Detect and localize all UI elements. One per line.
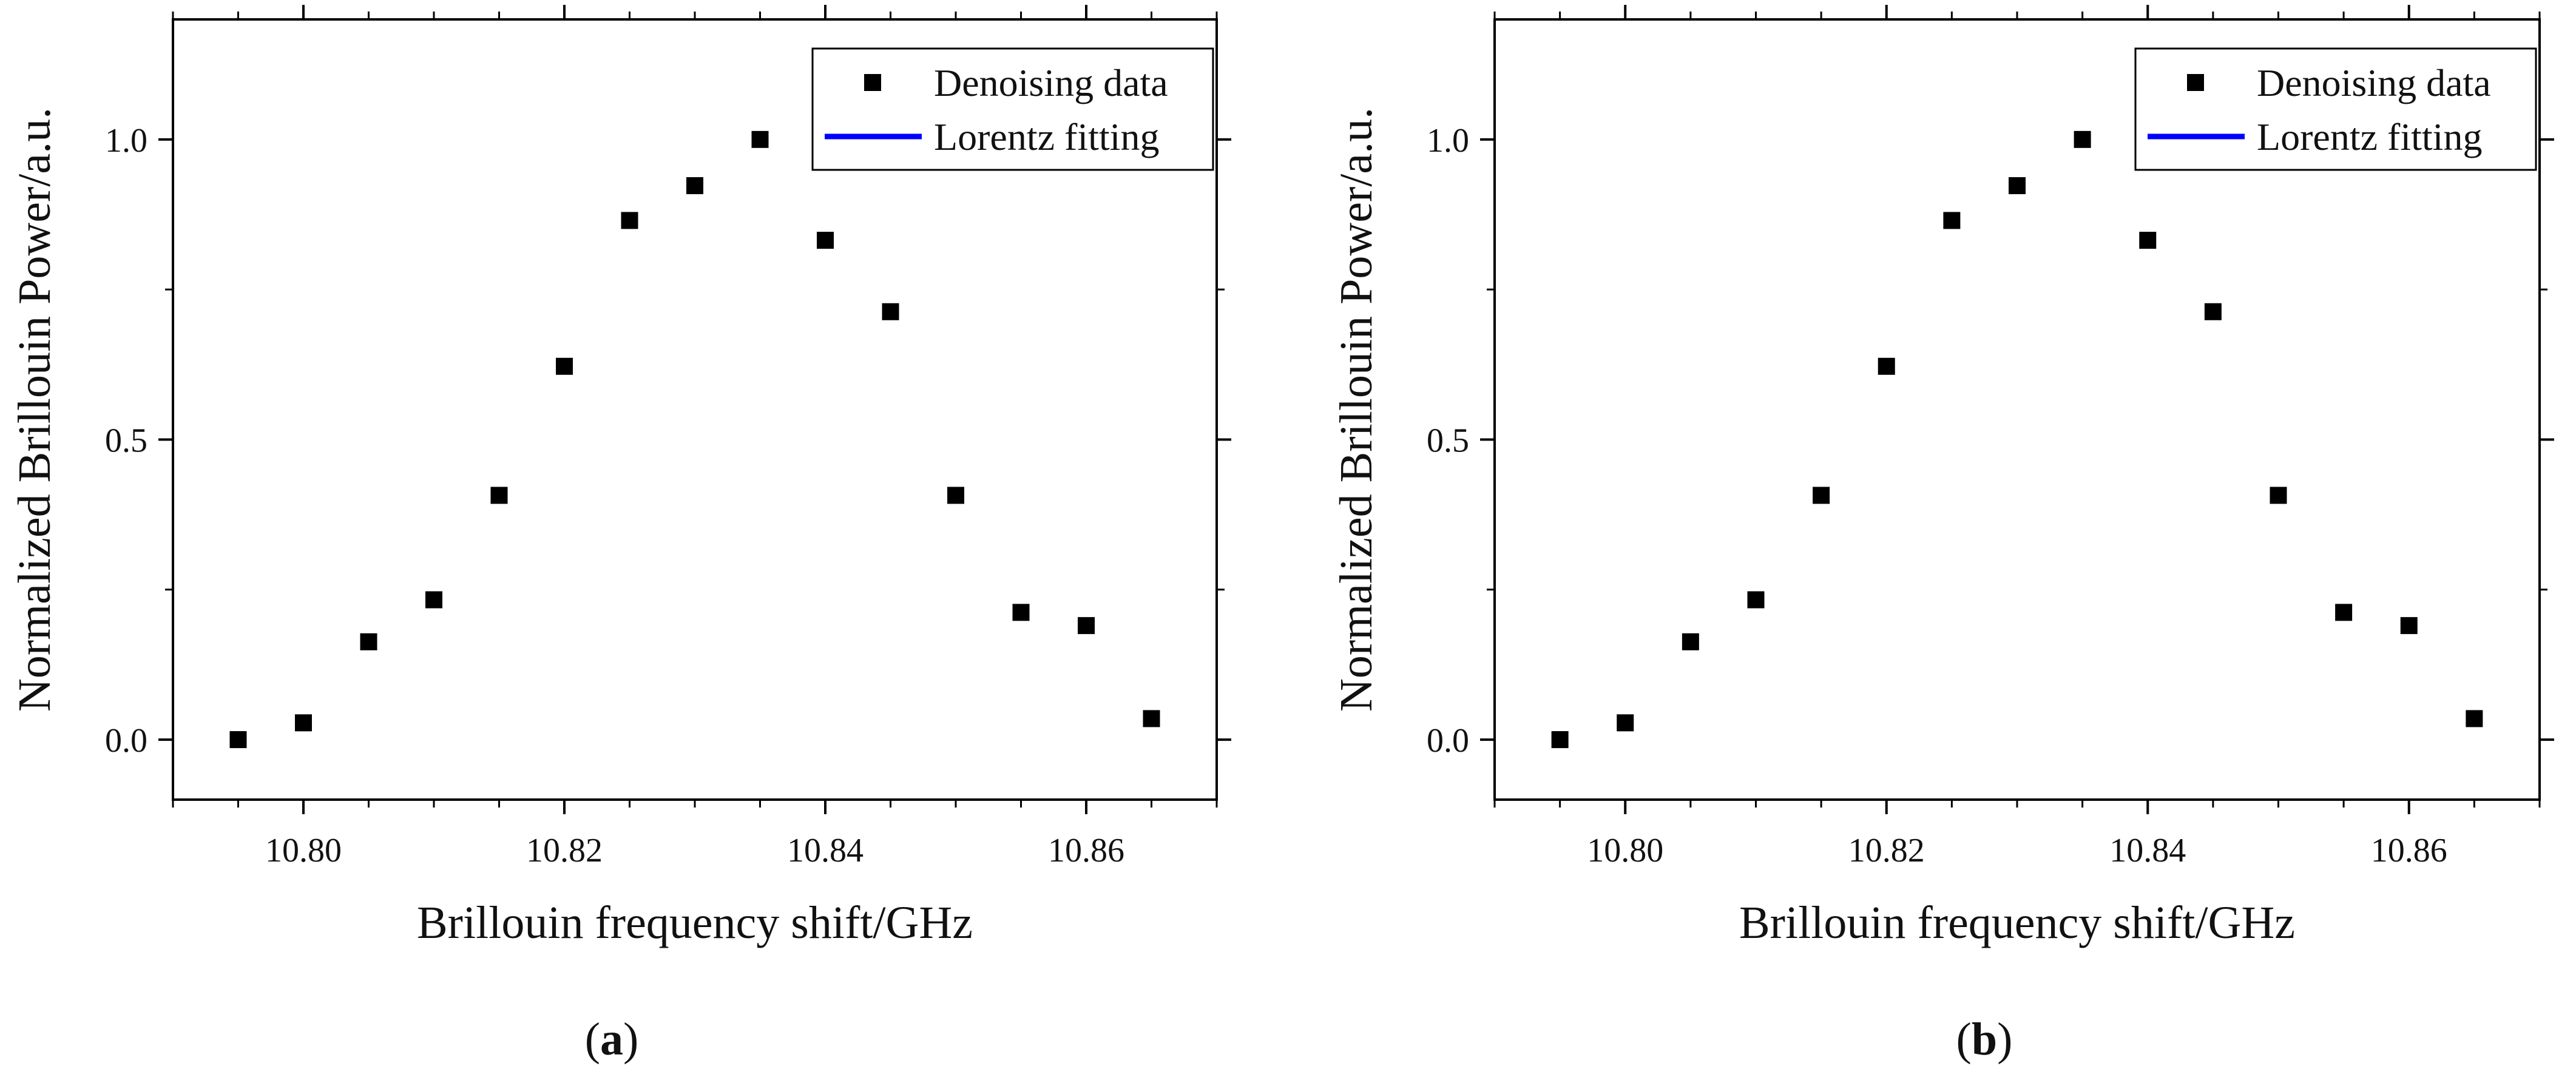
x-tick-label: 10.86: [1048, 832, 1124, 869]
x-tick-label: 10.80: [265, 832, 342, 869]
legend-box: [811, 47, 1214, 171]
data-point: [229, 731, 247, 749]
x-tick-label: 10.84: [787, 832, 864, 869]
legend-label-lorentz-fitting: Lorentz fitting: [934, 115, 1159, 158]
data-point: [2270, 487, 2287, 504]
data-point: [295, 714, 312, 732]
data-point: [1012, 604, 1030, 621]
legend-label-denoising-data: Denoising data: [934, 61, 1168, 104]
y-axis-label: Normalized Brillouin Power/a.u.: [1331, 107, 1382, 712]
data-point: [2204, 303, 2222, 320]
x-tick-label: 10.82: [526, 832, 603, 869]
legend-marker-denoising-data: [864, 74, 881, 91]
data-point: [751, 130, 769, 148]
legend-marker-denoising-data: [2187, 74, 2204, 91]
data-point: [2335, 604, 2353, 621]
y-tick-label: 0.0: [105, 722, 147, 760]
data-point: [1078, 617, 1095, 635]
legend-label-denoising-data: Denoising data: [2257, 61, 2491, 104]
data-point: [882, 303, 899, 320]
data-point: [556, 357, 573, 375]
data-point: [1551, 731, 1569, 749]
y-tick-label: 1.0: [105, 122, 147, 160]
panel-caption: (b): [1956, 1014, 2013, 1065]
data-point: [2466, 710, 2483, 727]
panel-a: 10.80 10.82 10.84 10.86 0.0 0.5 1.0 Brillouin f…: [9, 5, 1231, 1065]
panel-b: 10.80 10.82 10.84 10.86 0.0 0.5 1.0 Brillouin f…: [1331, 5, 2554, 1065]
data-point: [1143, 710, 1160, 727]
y-tick-label: 0.0: [1427, 722, 1469, 760]
data-point: [425, 591, 442, 609]
data-point: [490, 487, 508, 504]
data-point: [360, 633, 377, 650]
y-tick-label: 1.0: [1427, 122, 1469, 160]
y-axis-label: Normalized Brillouin Power/a.u.: [9, 107, 60, 712]
data-point: [1943, 212, 1961, 229]
y-tick-label: 0.5: [1427, 422, 1469, 459]
legend-label-lorentz-fitting: Lorentz fitting: [2257, 115, 2482, 158]
data-point: [947, 487, 964, 504]
data-point: [621, 212, 638, 229]
data-point: [817, 232, 834, 249]
x-tick-label: 10.82: [1848, 832, 1925, 869]
legend-box: [2134, 47, 2537, 171]
data-point: [1813, 487, 1830, 504]
data-point: [2074, 130, 2091, 148]
data-point: [2400, 617, 2418, 635]
data-point: [1682, 633, 1699, 650]
data-point: [1747, 591, 1765, 609]
x-axis-label: Brillouin frequency shift/GHz: [1739, 897, 2295, 948]
x-tick-label: 10.84: [2109, 832, 2186, 869]
x-tick-label: 10.80: [1587, 832, 1663, 869]
data-point: [2009, 177, 2026, 195]
y-tick-label: 0.5: [105, 422, 147, 459]
panel-caption: (a): [585, 1014, 639, 1065]
data-point: [2139, 232, 2157, 249]
data-point: [1878, 357, 1895, 375]
x-axis-label: Brillouin frequency shift/GHz: [417, 897, 973, 948]
data-point: [686, 177, 703, 195]
data-point: [1617, 714, 1634, 732]
x-tick-label: 10.86: [2371, 832, 2447, 869]
